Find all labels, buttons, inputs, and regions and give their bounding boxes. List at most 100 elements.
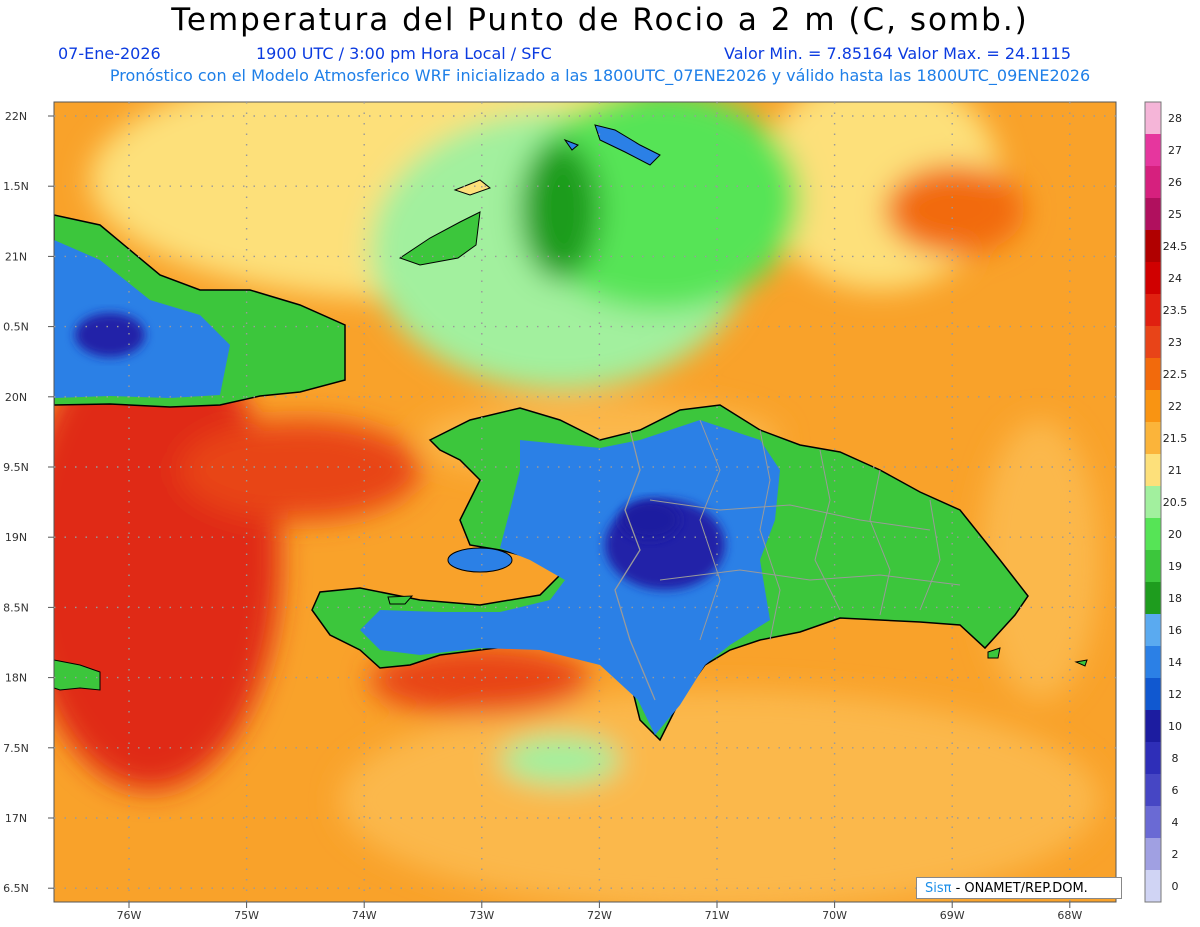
latitude-label: 1.5N xyxy=(3,180,29,193)
island-gonave xyxy=(387,595,414,605)
forecast-time: 1900 UTC / 3:00 pm Hora Local / SFC xyxy=(256,44,552,63)
colorbar-segment xyxy=(1145,582,1161,614)
cuba-moisture xyxy=(54,240,230,398)
longitude-label: 72W xyxy=(587,909,612,922)
colorbar-label: 22 xyxy=(1168,400,1182,413)
colorbar-segment xyxy=(1145,518,1161,550)
island-bahamas xyxy=(453,179,492,196)
latitude-label: 17N xyxy=(5,812,27,825)
island-bahamas xyxy=(398,211,481,266)
latitude-label: 18N xyxy=(5,672,27,685)
longitude-label: 76W xyxy=(117,909,142,922)
island-jamaica xyxy=(54,659,101,691)
province-border xyxy=(814,449,841,611)
colorbar-label: 6 xyxy=(1172,784,1179,797)
latitude-label: 20N xyxy=(5,391,27,404)
colorbar-label: 20 xyxy=(1168,528,1182,541)
small-islands xyxy=(54,124,1088,691)
colorbar-segment xyxy=(1145,870,1161,902)
longitude-labels: 76W 75W 74W 73W 72W 71W 70W 69W 68W xyxy=(117,909,1083,922)
min-max-values: Valor Min. = 7.85164 Valor Max. = 24.111… xyxy=(724,44,1072,63)
colorbar-label: 26 xyxy=(1168,176,1182,189)
cuba-landmass xyxy=(54,214,346,408)
colorbar-segment xyxy=(1145,198,1161,230)
colorbar-label: 23.5 xyxy=(1163,304,1188,317)
colorbar-label: 12 xyxy=(1168,688,1182,701)
colorbar-label: 22.5 xyxy=(1163,368,1188,381)
forecast-date: 07-Ene-2026 xyxy=(58,44,161,63)
colorbar-frame xyxy=(1144,101,1162,903)
credit-brand: Sisπ xyxy=(925,881,952,896)
longitude-label: 75W xyxy=(234,909,259,922)
island-turks xyxy=(563,138,579,151)
colorbar-segment xyxy=(1145,678,1161,710)
latitude-label: 19N xyxy=(5,531,27,544)
colorbar-segment xyxy=(1145,326,1161,358)
colorbar-label: 21.5 xyxy=(1163,432,1188,445)
colorbar-label: 24.5 xyxy=(1163,240,1188,253)
map-frame xyxy=(53,101,1117,903)
colorbar-segment xyxy=(1145,358,1161,390)
colorbar-segment xyxy=(1145,454,1161,486)
coastline-ticks xyxy=(54,204,55,685)
colorbar-segment xyxy=(1145,806,1161,838)
island-saona xyxy=(987,647,1001,659)
longitude-label: 73W xyxy=(469,909,494,922)
colorbar-label: 23 xyxy=(1168,336,1182,349)
colorbar-segment xyxy=(1145,774,1161,806)
longitude-label: 70W xyxy=(822,909,847,922)
colorbar-label: 4 xyxy=(1172,816,1179,829)
colorbar-segment xyxy=(1145,102,1161,134)
colorbar-label: 8 xyxy=(1172,752,1179,765)
moist-patch xyxy=(500,735,620,785)
colorbar-segment xyxy=(1145,166,1161,198)
longitude-label: 74W xyxy=(352,909,377,922)
colorbar: 2827262524.52423.52322.52221.52120.52019… xyxy=(1144,101,1188,903)
latitude-label: 7.5N xyxy=(3,742,29,755)
lake xyxy=(447,547,513,573)
colorbar-segment xyxy=(1145,262,1161,294)
colorbar-segment xyxy=(1145,390,1161,422)
province-border xyxy=(759,429,781,641)
province-border xyxy=(869,469,891,616)
colorbar-segment xyxy=(1145,422,1161,454)
colorbar-segment xyxy=(1145,742,1161,774)
colorbar-label: 19 xyxy=(1168,560,1182,573)
latitude-label: 22N xyxy=(5,110,27,123)
colorbar-label: 21 xyxy=(1168,464,1182,477)
colorbar-label: 27 xyxy=(1168,144,1182,157)
credit-text: - ONAMET/REP.DOM. xyxy=(951,881,1088,896)
latitude-label: 21N xyxy=(5,250,27,263)
moist-plume xyxy=(520,140,600,280)
graticule xyxy=(48,102,1116,908)
colorbar-label: 25 xyxy=(1168,208,1182,221)
coastline-cuba-tip xyxy=(54,204,55,205)
province-border xyxy=(659,569,961,586)
map-title: Temperatura del Punto de Rocio a 2 m (C,… xyxy=(171,2,1029,38)
colorbar-segment xyxy=(1145,646,1161,678)
latitude-labels: 22N 1.5N 21N 0.5N 20N 9.5N 19N 8.5N 18N 7.5N 17N 6.… xyxy=(3,110,29,895)
longitude-label: 68W xyxy=(1057,909,1082,922)
longitude-label: 71W xyxy=(705,909,730,922)
colorbar-label: 0 xyxy=(1172,880,1179,893)
warm-ocean-band xyxy=(885,165,1025,255)
island-turks xyxy=(594,124,661,166)
colorbar-label: 10 xyxy=(1168,720,1182,733)
hispaniola-landmass xyxy=(311,404,1029,742)
hispaniola-blue-zone xyxy=(360,420,780,735)
colorbar-label: 16 xyxy=(1168,624,1182,637)
latitude-label: 6.5N xyxy=(3,882,29,895)
credit-box: Sisπ - ONAMET/REP.DOM. xyxy=(916,877,1122,899)
province-border xyxy=(699,419,721,641)
dry-air-east xyxy=(980,420,1100,700)
moist-plume xyxy=(520,102,800,310)
colorbar-segment xyxy=(1145,838,1161,870)
colorbar-label: 2 xyxy=(1172,848,1179,861)
interior-dry-core xyxy=(620,500,680,540)
colorbar-label: 14 xyxy=(1168,656,1182,669)
cuba-dry-core xyxy=(75,313,145,357)
island-mona xyxy=(1074,659,1088,667)
province-border xyxy=(919,499,941,611)
coastline-jamaica xyxy=(54,637,55,638)
